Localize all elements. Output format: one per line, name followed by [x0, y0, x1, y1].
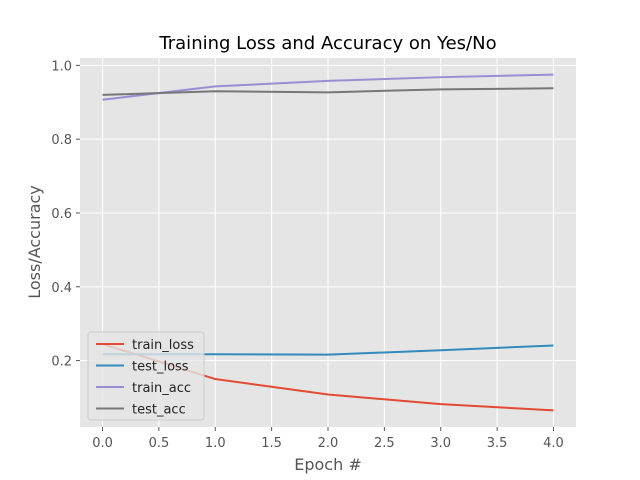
grid — [80, 58, 576, 427]
x-tick-label: 2.0 — [318, 436, 339, 451]
x-tick-label: 2.5 — [374, 436, 395, 451]
x-axis-label: Epoch # — [294, 455, 361, 474]
legend-label-train-acc: train_acc — [132, 381, 191, 396]
x-tick-label: 3.0 — [430, 436, 451, 451]
legend: train_loss test_loss train_acc test_acc — [87, 331, 205, 421]
y-tick-label: 0.4 — [51, 281, 72, 296]
x-axis-ticks: 0.0 0.5 1.0 1.5 2.0 2.5 3.0 3.5 4.0 — [92, 427, 564, 451]
y-axis-label: Loss/Accuracy — [25, 185, 44, 299]
x-tick-label: 1.5 — [261, 436, 282, 451]
y-axis-ticks: 0.2 0.4 0.6 0.8 1.0 — [51, 59, 80, 370]
x-tick-label: 0.5 — [149, 436, 170, 451]
legend-label-train-loss: train_loss — [132, 338, 194, 353]
y-tick-label: 0.2 — [51, 355, 72, 370]
y-tick-label: 0.6 — [51, 207, 72, 222]
chart-title: Training Loss and Accuracy on Yes/No — [158, 33, 496, 54]
x-tick-label: 0.0 — [92, 436, 113, 451]
legend-label-test-loss: test_loss — [132, 360, 189, 375]
legend-box — [87, 331, 205, 421]
x-tick-label: 1.0 — [205, 436, 226, 451]
y-tick-label: 1.0 — [51, 59, 72, 74]
legend-label-test-acc: test_acc — [132, 403, 186, 418]
series-line-train-acc — [102, 73, 554, 101]
x-tick-label: 3.5 — [487, 436, 508, 451]
series-line-test-acc — [102, 87, 554, 96]
x-tick-label: 4.0 — [543, 436, 564, 451]
y-tick-label: 0.8 — [51, 133, 72, 148]
